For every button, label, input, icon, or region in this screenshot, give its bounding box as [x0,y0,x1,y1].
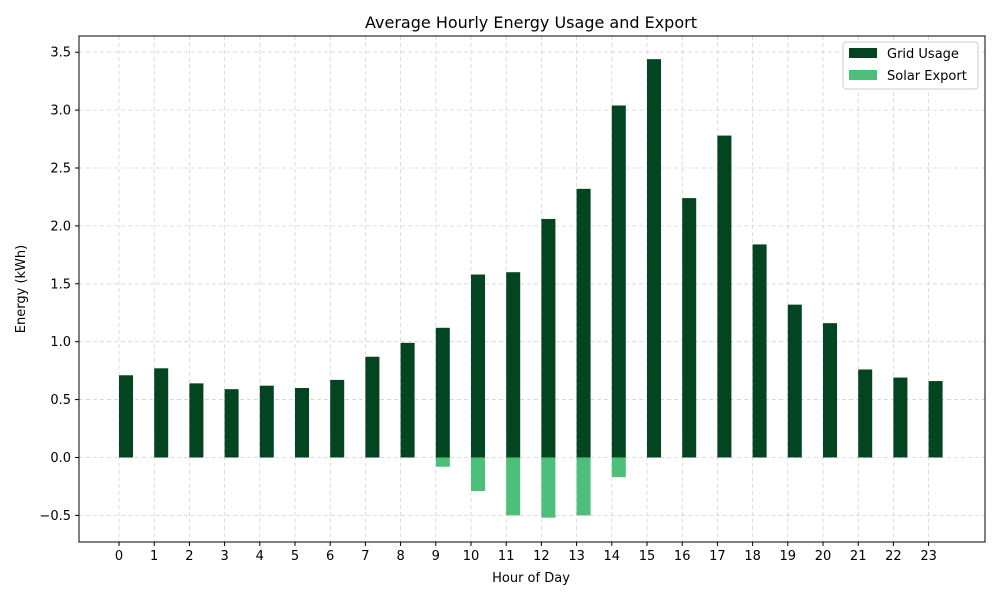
y-tick-label: 3.5 [50,46,71,61]
x-tick-label: 3 [220,549,228,564]
grid-usage-bar [611,105,626,458]
grid-usage-bar [471,274,485,458]
grid-usage-bar [787,304,802,458]
legend-label-solar-export: Solar Export [887,69,967,84]
x-tick-label: 7 [361,549,369,564]
grid-usage-bar [752,244,767,458]
x-tick-label: 18 [744,549,761,564]
x-tick-label: 13 [568,549,585,564]
legend: Grid Usage Solar Export [842,41,979,90]
grid-usage-bar [717,135,732,458]
y-tick-label: 1.5 [50,277,71,292]
legend-label-grid-usage: Grid Usage [887,47,959,62]
grid-usage-bar [259,385,274,458]
x-axis-title: Hour of Day [492,571,570,586]
x-tick-label: 14 [604,549,621,564]
grid-usage-bar [682,198,697,458]
x-tick-label: 23 [920,549,937,564]
x-tick-label: 15 [639,549,656,564]
y-tick-label: 1.0 [50,335,71,350]
x-tick-label: 17 [709,549,726,564]
grid-usage-bar [295,388,309,458]
grid-usage-bar [400,342,415,458]
solar-export-bar [611,457,626,478]
x-tick-label: 9 [432,549,440,564]
x-tick-label: 20 [815,549,832,564]
grid-usage-bar [541,218,556,458]
grid-usage-bar [506,272,521,458]
y-tick-label: 2.0 [50,219,71,234]
solar-export-bar [435,457,450,467]
grid-usage-bar [154,368,169,458]
grid-usage-bar [647,59,661,458]
legend-swatch-solar-export [849,70,877,80]
x-tick-label: 22 [885,549,902,564]
x-tick-label: 21 [850,549,867,564]
x-tick-label: 8 [396,549,404,564]
grid-usage-bar [435,327,450,458]
grid-usage-bar [365,356,380,458]
y-tick-label: 0.5 [50,393,71,408]
grid-usage-bar [858,369,873,458]
x-tick-label: 0 [115,549,123,564]
legend-swatch-grid-usage [849,48,877,58]
grid-usage-bar [893,377,908,458]
y-tick-label: 3.0 [50,104,71,119]
grid-usage-bar [119,375,133,458]
x-tick-label: 5 [291,549,299,564]
solar-export-bar [541,457,556,518]
x-tick-label: 4 [256,549,264,564]
grid-usage-bar [189,383,204,458]
grid-usage-bar [224,389,239,458]
bars-layer [119,59,943,518]
x-tick-label: 10 [463,549,480,564]
y-axis-title: Energy (kWh) [14,245,29,333]
x-tick-label: 11 [498,549,515,564]
y-tick-label: 2.5 [50,162,71,177]
x-tick-label: 1 [150,549,158,564]
grid-usage-bar [823,323,837,458]
solar-export-bar [576,457,591,516]
y-tick-label: 0.0 [50,451,71,466]
solar-export-bar [471,457,485,492]
x-tick-label: 12 [533,549,550,564]
x-tick-label: 19 [780,549,797,564]
x-tick-label: 16 [674,549,691,564]
plot-frame [78,35,986,543]
chart-title: Average Hourly Energy Usage and Export [365,13,697,32]
solar-export-bar [506,457,521,516]
grid-usage-bar [330,379,345,458]
grid-layer [79,36,985,542]
x-tick-label: 2 [185,549,193,564]
x-tick-label: 6 [326,549,334,564]
y-tick-label: −0.5 [39,509,71,524]
axis-layer: −0.50.00.51.01.52.02.53.03.50 1 2 3 4 5 6 7 8 9 10… [39,35,986,564]
grid-usage-bar [576,188,591,458]
grid-usage-bar [928,381,943,458]
